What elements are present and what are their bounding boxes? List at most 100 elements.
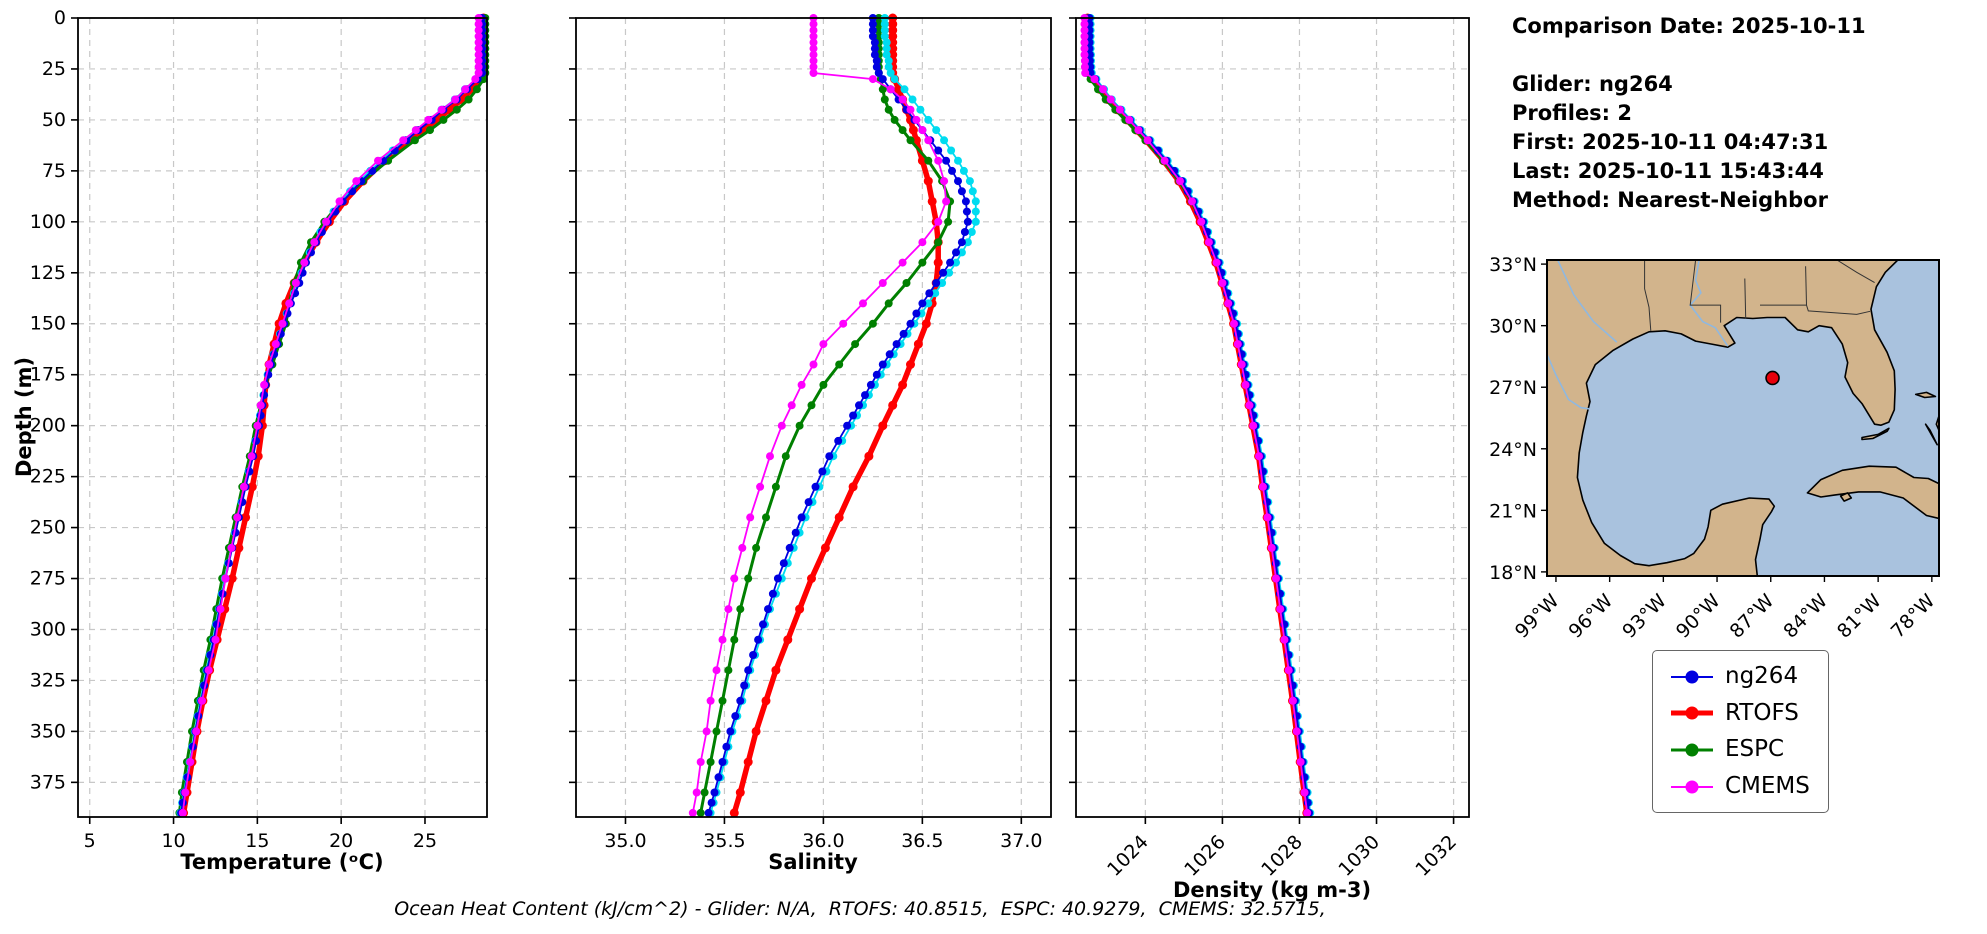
series-ESPC-line-density	[1084, 16, 1310, 815]
legend-item-cmems: CMEMS	[1671, 773, 1810, 801]
series-ESPC-markers-temperature	[175, 14, 490, 817]
legend-marker-cmems	[1671, 779, 1713, 795]
svg-text:15: 15	[245, 830, 269, 852]
method-line: Method: Nearest-Neighbor	[1512, 188, 1828, 212]
series-ng264_2-markers-density	[1086, 14, 1315, 817]
legend-marker-rtofs	[1671, 705, 1713, 721]
svg-text:100: 100	[30, 211, 66, 233]
svg-text:1032: 1032	[1411, 831, 1461, 881]
series-ng264-line-temperature	[180, 17, 483, 814]
svg-text:96°W: 96°W	[1565, 590, 1618, 643]
legend-item-ng264: ng264	[1671, 663, 1810, 691]
glider-location-marker	[1765, 370, 1780, 386]
svg-text:35.0: 35.0	[604, 830, 646, 852]
svg-text:30°N: 30°N	[1489, 316, 1537, 338]
series-RTOFS-markers-density	[1083, 13, 1312, 818]
series-ng264_2-line-salinity	[709, 17, 977, 814]
svg-text:27°N: 27°N	[1489, 377, 1537, 399]
last-time-line: Last: 2025-10-11 15:43:44	[1512, 159, 1824, 183]
svg-text:35.5: 35.5	[703, 830, 745, 852]
map-border-3	[1760, 304, 1871, 315]
map-border-5	[1836, 260, 1875, 284]
panel-salinity: 35.0 35.5 36.0 36.5 37.0	[569, 13, 1052, 852]
y-axis-title-depth: Depth (m)	[12, 356, 36, 478]
legend-label: RTOFS	[1725, 699, 1799, 726]
svg-text:250: 250	[30, 517, 66, 539]
series-RTOFS-line-temperature	[180, 15, 487, 816]
svg-text:1028: 1028	[1257, 831, 1307, 881]
map-river-2	[1556, 260, 1618, 343]
series-ng264-markers-salinity	[704, 14, 972, 817]
svg-text:300: 300	[30, 618, 66, 640]
panel-density: 1024 1026 1028 1030 1032	[1069, 13, 1470, 881]
svg-text:90°W: 90°W	[1672, 590, 1725, 643]
svg-text:350: 350	[30, 720, 66, 742]
series-CMEMS-markers-salinity	[688, 14, 951, 817]
x-axis-title-salinity: Salinity	[768, 850, 858, 874]
map-border-1	[1689, 260, 1722, 323]
svg-text:81°W: 81°W	[1833, 590, 1886, 643]
x-axis-title-density: Density (kg m-3)	[1172, 878, 1372, 902]
svg-text:5: 5	[84, 830, 96, 852]
svg-text:325: 325	[30, 669, 66, 691]
gulf-of-mexico-map: 18°N 21°N 24°N 27°N 30°N 33°N 99°W 96°W 93°W 90°W…	[1489, 254, 1940, 643]
svg-text:20: 20	[329, 830, 353, 852]
map-border-0	[1644, 260, 1652, 331]
map-river-0	[1547, 354, 1590, 410]
svg-text:275: 275	[30, 568, 66, 590]
svg-text:37.0: 37.0	[1000, 830, 1042, 852]
map-land-4	[1924, 423, 1938, 446]
svg-text:36.0: 36.0	[802, 830, 844, 852]
legend-label: ng264	[1725, 663, 1799, 689]
svg-text:175: 175	[30, 364, 66, 386]
legend-item-espc: ESPC	[1671, 736, 1810, 764]
series-RTOFS-line-density	[1084, 15, 1310, 816]
svg-text:24°N: 24°N	[1489, 439, 1537, 461]
svg-text:10: 10	[161, 830, 185, 852]
svg-text:99°W: 99°W	[1511, 590, 1564, 643]
comparison-date-line: Comparison Date: 2025-10-11	[1512, 14, 1866, 38]
svg-text:93°W: 93°W	[1618, 590, 1671, 643]
svg-text:84°W: 84°W	[1779, 590, 1832, 643]
series-CMEMS-markers-temperature	[178, 14, 483, 817]
legend: ng264 RTOFS ESPC CMEMS	[1652, 650, 1829, 814]
svg-text:1024: 1024	[1103, 831, 1153, 881]
ocean-heat-content-caption: Ocean Heat Content (kJ/cm^2) - Glider: N…	[394, 898, 1326, 920]
legend-label: ESPC	[1725, 736, 1785, 763]
series-ng264-line-density	[1088, 17, 1310, 814]
svg-text:18°N: 18°N	[1489, 562, 1537, 584]
map-land-3	[1914, 391, 1937, 399]
map-land-2	[1839, 492, 1853, 502]
svg-text:33°N: 33°N	[1489, 254, 1537, 276]
svg-text:75: 75	[42, 160, 66, 182]
series-RTOFS-markers-salinity	[729, 13, 943, 818]
series-CMEMS-line-temperature	[181, 17, 480, 814]
series-RTOFS-markers-temperature	[179, 13, 489, 818]
profiles-line: Profiles: 2	[1512, 101, 1633, 125]
svg-text:200: 200	[30, 415, 66, 437]
series-ng264_2-line-temperature	[179, 17, 481, 814]
map-land-0	[1547, 260, 1899, 576]
svg-text:25: 25	[42, 58, 66, 80]
svg-text:0: 0	[54, 7, 66, 29]
legend-marker-ng264	[1671, 669, 1713, 685]
svg-text:21°N: 21°N	[1489, 500, 1537, 522]
glider-line: Glider: ng264	[1512, 72, 1673, 96]
series-ng264-markers-density	[1085, 14, 1314, 817]
series-ng264_2-markers-temperature	[176, 14, 484, 817]
svg-text:375: 375	[30, 771, 66, 793]
svg-text:36.5: 36.5	[901, 830, 943, 852]
svg-text:1030: 1030	[1334, 831, 1384, 881]
first-time-line: First: 2025-10-11 04:47:31	[1512, 130, 1829, 154]
legend-item-rtofs: RTOFS	[1671, 700, 1810, 728]
legend-marker-espc	[1671, 742, 1713, 758]
svg-text:125: 125	[30, 262, 66, 284]
svg-text:225: 225	[30, 466, 66, 488]
series-CMEMS-markers-density	[1080, 14, 1312, 817]
legend-label: CMEMS	[1725, 772, 1810, 799]
series-ng264-markers-temperature	[177, 14, 486, 817]
series-ng264_2-line-density	[1089, 17, 1312, 814]
panel-temperature: 5 10 15 20 250255075100125150175200225250275…	[30, 7, 490, 852]
map-land-6	[1861, 427, 1890, 441]
